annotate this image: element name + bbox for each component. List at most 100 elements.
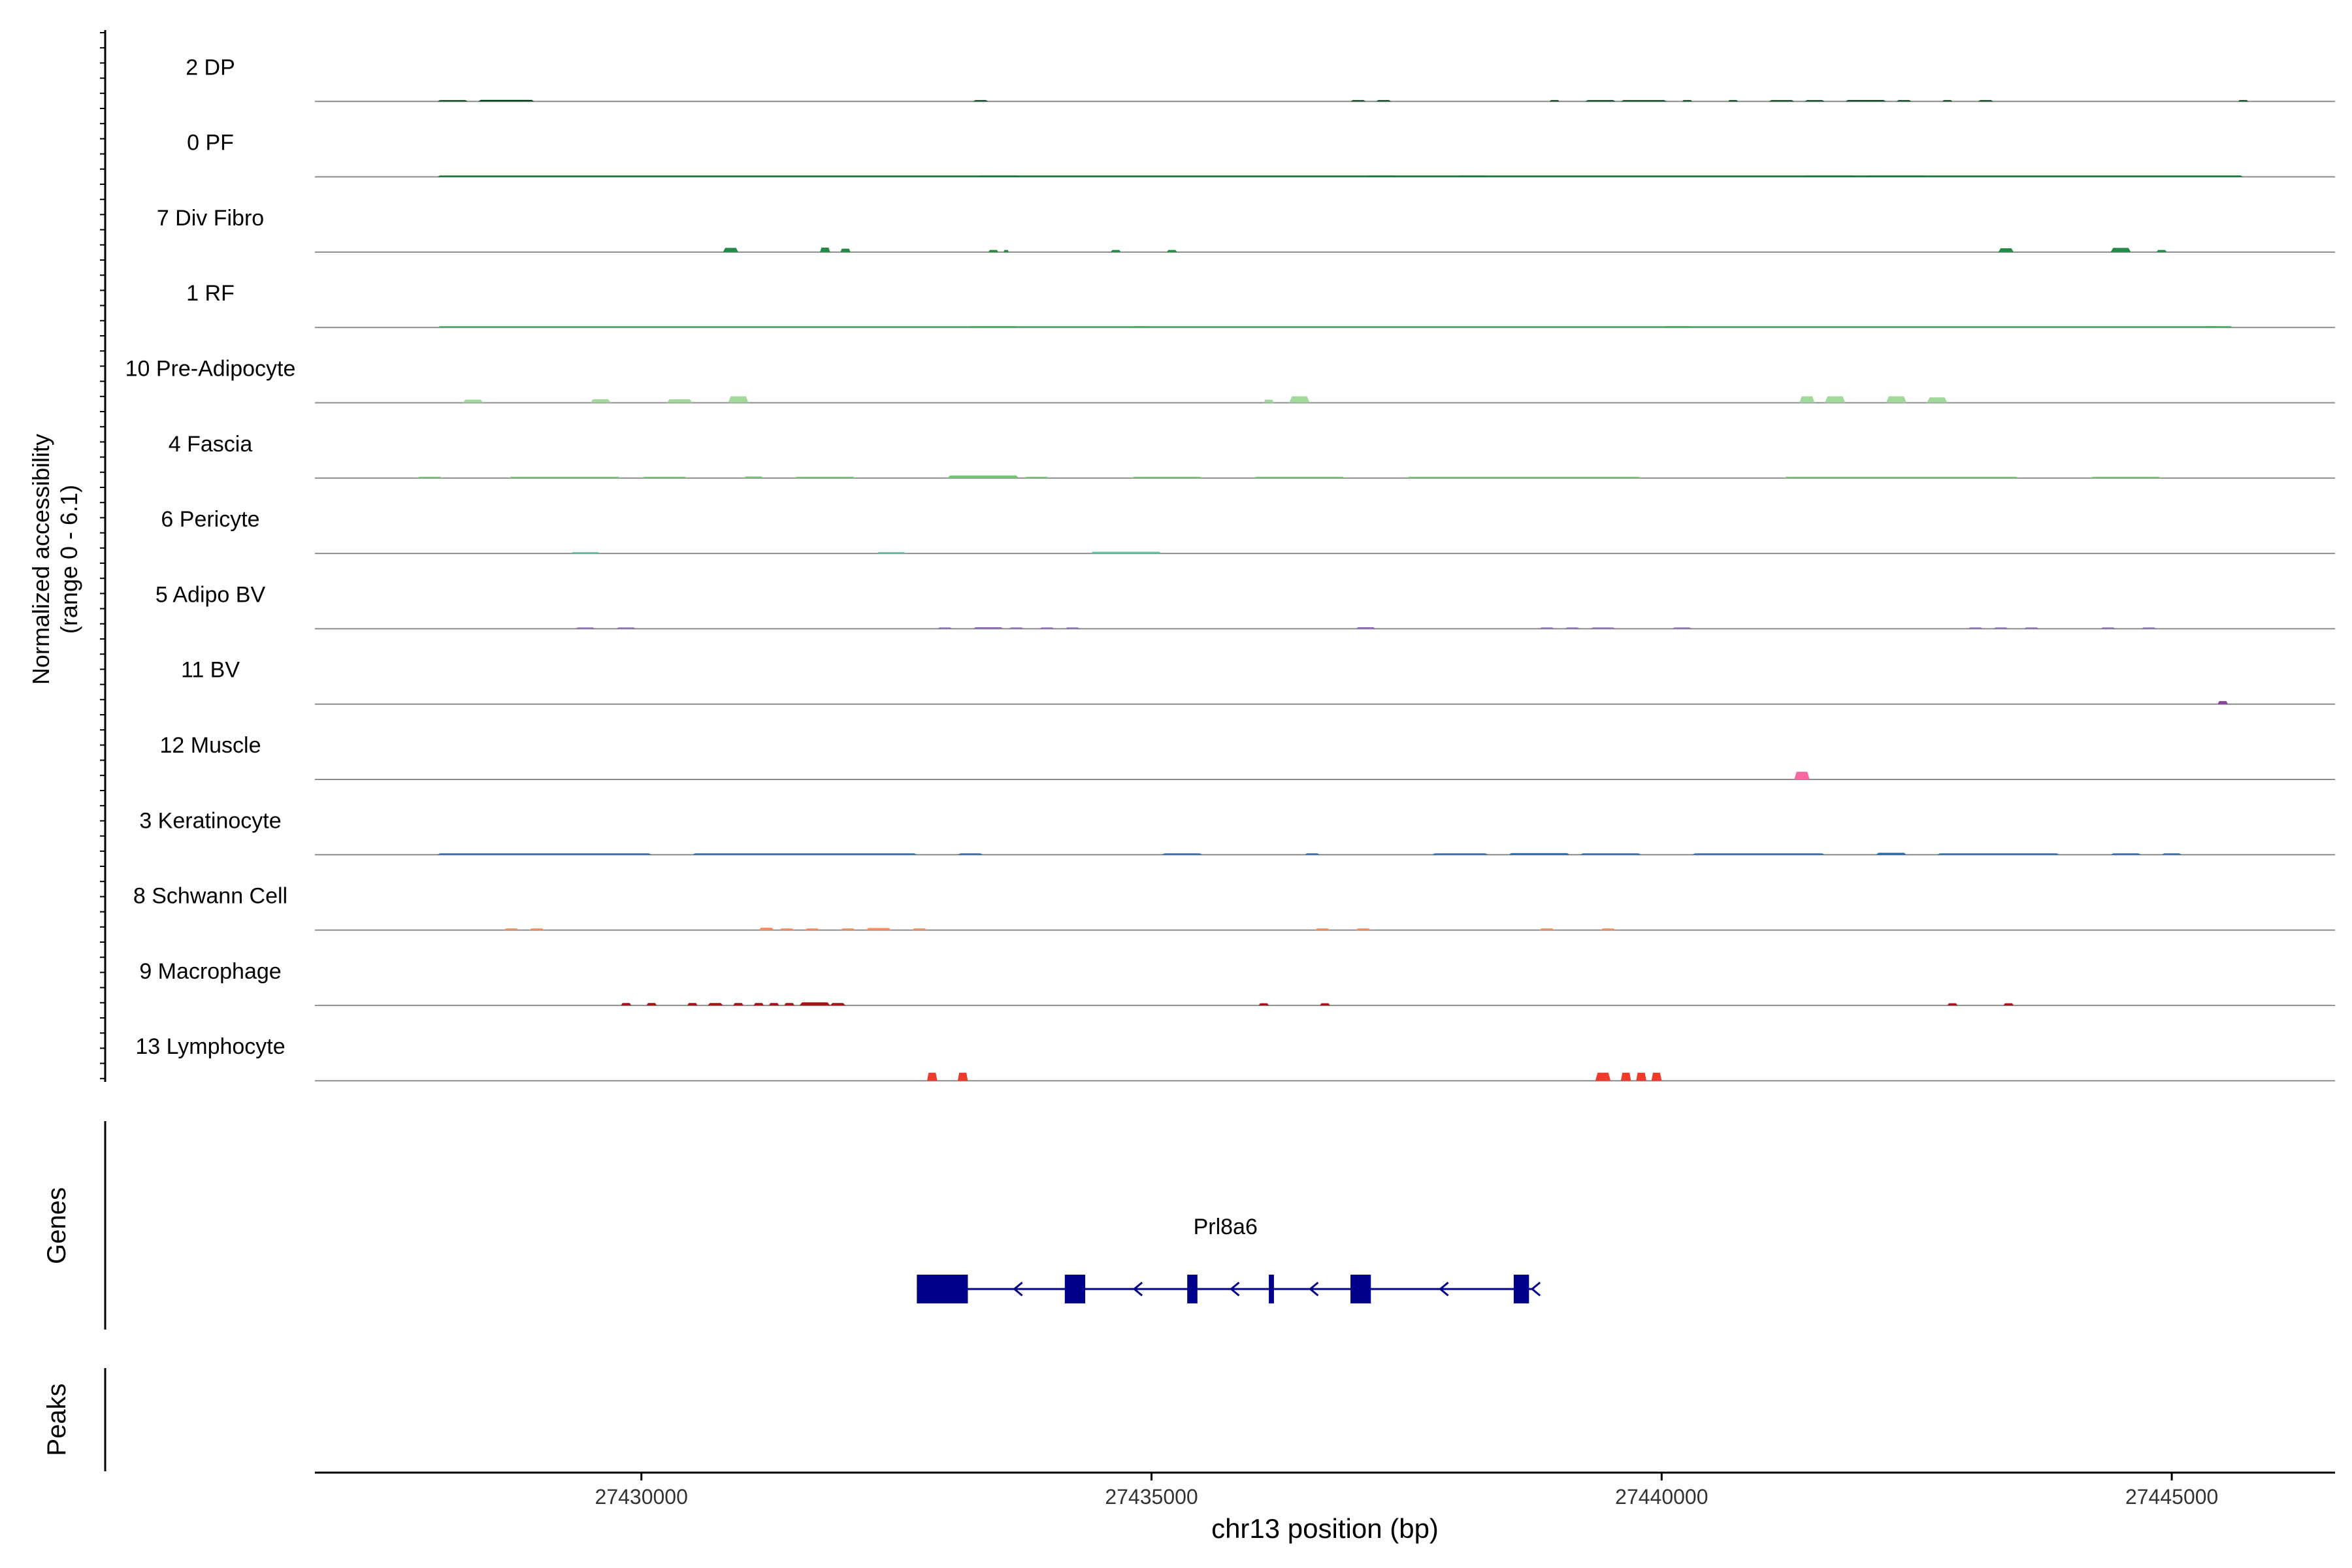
accessibility-peak — [753, 1003, 764, 1005]
accessibility-peak — [2161, 853, 2182, 855]
accessibility-peak — [2238, 100, 2249, 102]
accessibility-peak — [1304, 853, 1320, 855]
track-label: 0 PF — [187, 131, 234, 155]
accessibility-peak — [1289, 396, 1310, 403]
accessibility-peak — [1636, 1072, 1646, 1081]
accessibility-peak — [1131, 476, 1203, 478]
accessibility-peak — [1799, 396, 1815, 403]
accessibility-peak — [1008, 627, 1024, 629]
accessibility-peak — [1264, 399, 1274, 403]
accessibility-peak — [2110, 853, 2142, 855]
accessibility-peak — [1998, 248, 2014, 252]
x-tick-label: 27445000 — [2125, 1485, 2218, 1509]
accessibility-peak — [2110, 248, 2131, 252]
accessibility-peak — [1350, 100, 1366, 102]
accessibility-peak — [529, 928, 545, 930]
accessibility-peak — [692, 853, 917, 855]
accessibility-peak — [1727, 100, 1739, 102]
track-label: 5 Adipo BV — [155, 582, 266, 607]
accessibility-peak — [1620, 100, 1667, 102]
track-14: 13 Lymphocyte — [135, 1034, 2335, 1082]
accessibility-peak — [973, 100, 988, 102]
track-label: 12 Muscle — [160, 733, 261, 758]
accessibility-peak — [1564, 627, 1580, 629]
track-6: 4 Fascia — [169, 432, 2335, 479]
track-label: 4 Fascia — [169, 432, 253, 457]
x-axis-label: chr13 position (bp) — [1211, 1513, 1439, 1544]
accessibility-peak — [820, 248, 830, 252]
accessibility-peak — [1865, 175, 1927, 177]
accessibility-peak — [1595, 1072, 1611, 1081]
gene-exon — [1513, 1275, 1529, 1303]
accessibility-peak — [947, 475, 1019, 478]
accessibility-peak — [799, 1002, 830, 1005]
accessibility-peak — [2202, 326, 2223, 328]
strand-arrow — [1132, 1281, 1143, 1297]
accessibility-peak — [1845, 100, 1886, 102]
gene-model: Prl8a6 — [917, 1215, 1541, 1303]
accessibility-peak — [926, 1072, 938, 1081]
track-label: 7 Div Fibro — [157, 206, 264, 231]
track-label: 6 Pericyte — [161, 507, 259, 532]
track-4: 1 RF — [186, 281, 2335, 329]
track-1: 2 DP — [186, 55, 2335, 103]
x-axis-ticks: 27430000 27435000 27440000 27445000 — [595, 1473, 2218, 1509]
accessibility-peak — [2141, 627, 2157, 629]
accessibility-peak — [1769, 100, 1795, 102]
accessibility-peak — [437, 175, 2244, 177]
track-10: 12 Muscle — [160, 733, 2335, 780]
accessibility-peak — [973, 627, 1004, 629]
gene-name: Prl8a6 — [1194, 1215, 1258, 1239]
accessibility-peak — [1692, 853, 1825, 855]
accessibility-peak — [840, 248, 851, 252]
tracks-layer: 2 DP 0 PF 7 Div Fibro 1 RF 10 Pre-Adipocyte 4… — [125, 55, 2335, 1082]
accessibility-peak — [1090, 551, 1162, 554]
accessibility-peak — [708, 1003, 723, 1005]
accessibility-peak — [1886, 396, 1907, 403]
accessibility-peak — [968, 326, 1019, 328]
accessibility-peak — [1825, 396, 1846, 403]
genes-panel-label: Genes — [42, 1187, 71, 1264]
accessibility-peak — [759, 927, 774, 930]
accessibility-peak — [1539, 627, 1555, 629]
gene-exon — [917, 1275, 968, 1303]
accessibility-peak — [957, 1072, 968, 1081]
accessibility-peak — [437, 326, 2233, 328]
accessibility-peak — [1794, 772, 1810, 779]
accessibility-peak — [1671, 627, 1693, 629]
strand-arrow — [1230, 1281, 1240, 1297]
gene-exon — [1269, 1275, 1274, 1303]
track-label: 2 DP — [186, 55, 235, 80]
accessibility-peak — [723, 248, 739, 252]
x-tick-label: 27430000 — [595, 1485, 688, 1509]
accessibility-peak — [437, 853, 652, 855]
gene-exon — [1187, 1275, 1198, 1303]
accessibility-peak — [988, 250, 999, 252]
track-label: 13 Lymphocyte — [135, 1034, 285, 1059]
track-5: 10 Pre-Adipocyte — [125, 357, 2335, 404]
accessibility-peak — [1365, 175, 1397, 177]
accessibility-peak — [1458, 175, 1488, 177]
accessibility-peak — [2090, 476, 2162, 478]
accessibility-peak — [1111, 250, 1121, 252]
accessibility-peak — [957, 853, 983, 855]
accessibility-peak — [937, 627, 953, 629]
accessibility-peak — [866, 928, 892, 930]
accessibility-peak — [666, 399, 693, 403]
accessibility-peak — [1064, 627, 1081, 629]
accessibility-peak — [621, 1003, 632, 1005]
accessibility-peak — [575, 627, 596, 629]
accessibility-peak — [1590, 627, 1616, 629]
accessibility-peak — [1993, 627, 2009, 629]
accessibility-peak — [417, 476, 443, 478]
accessibility-peak — [1600, 928, 1616, 930]
accessibility-peak — [1661, 326, 1693, 328]
accessibility-peak — [1942, 100, 1953, 102]
track-label: 3 Keratinocyte — [139, 808, 281, 833]
accessibility-peak — [1315, 928, 1330, 930]
strand-arrow — [1439, 1281, 1449, 1297]
accessibility-peak — [1376, 100, 1392, 102]
accessibility-peak — [728, 396, 749, 403]
accessibility-peak — [1320, 1003, 1330, 1005]
y-axis-label-line2: (range 0 - 6.1) — [56, 485, 82, 634]
